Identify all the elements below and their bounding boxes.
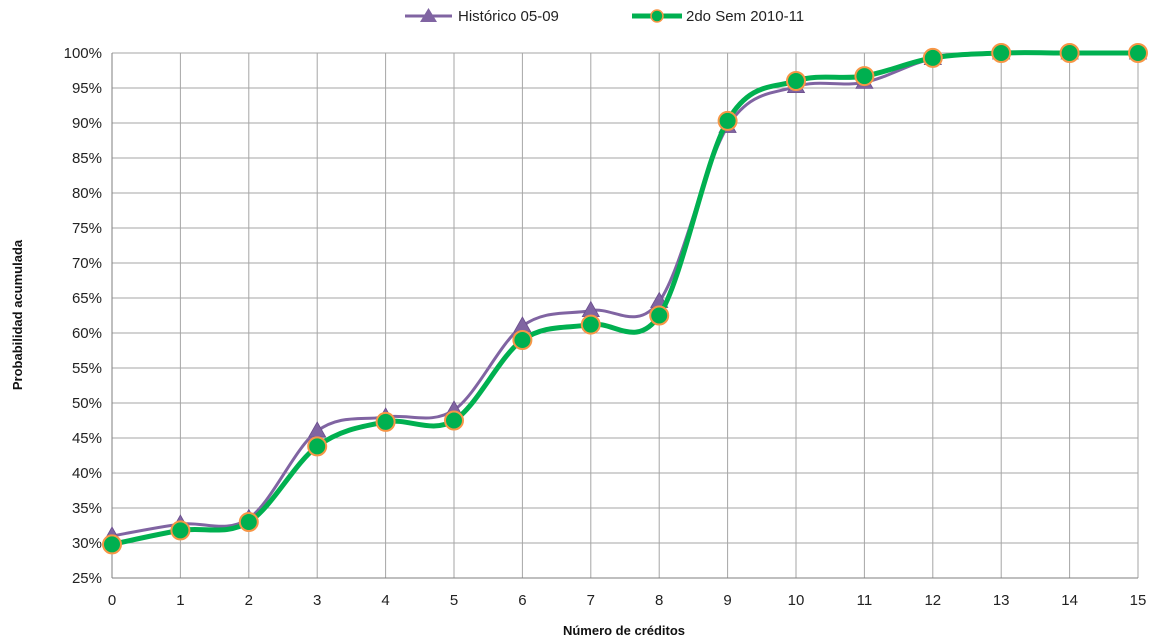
x-tick-label: 5 xyxy=(450,592,458,609)
data-point-circle xyxy=(854,66,875,87)
data-point-circle xyxy=(991,43,1012,63)
data-point-circle xyxy=(170,520,191,541)
x-tick-label: 10 xyxy=(788,592,805,609)
data-point-circle xyxy=(238,512,259,532)
data-point-circle xyxy=(307,436,328,457)
data-point-circle xyxy=(444,410,464,431)
legend-label: Histórico 05-09 xyxy=(458,8,559,25)
legend-item-2do-sem: 2do Sem 2010-11 xyxy=(632,8,804,25)
series-1 xyxy=(102,43,1148,555)
x-tick-label: 0 xyxy=(108,592,116,609)
data-point-circle xyxy=(102,534,122,555)
y-tick-label: 90% xyxy=(72,115,102,132)
y-tick-label: 30% xyxy=(72,535,102,552)
x-tick-label: 12 xyxy=(924,592,941,609)
x-tick-label: 4 xyxy=(381,592,389,609)
data-point-circle xyxy=(375,411,396,432)
x-tick-label: 3 xyxy=(313,592,321,609)
y-tick-label: 25% xyxy=(72,570,102,587)
x-tick-label: 8 xyxy=(655,592,663,609)
data-point-circle xyxy=(1128,43,1148,63)
legend-label: 2do Sem 2010-11 xyxy=(686,8,804,25)
x-tick-label: 14 xyxy=(1061,592,1078,609)
legend-item-historico: Histórico 05-09 xyxy=(405,8,559,25)
data-point-circle xyxy=(922,47,943,68)
series-line xyxy=(111,51,1138,538)
y-tick-label: 45% xyxy=(72,430,102,447)
x-tick-label: 11 xyxy=(857,592,873,609)
legend: Histórico 05-09 2do Sem 2010-11 xyxy=(405,8,804,25)
data-point-circle xyxy=(512,330,533,350)
series-layer xyxy=(102,43,1148,555)
x-axis-title: Número de créditos xyxy=(563,623,685,638)
y-axis-title: Probabilidad acumulada xyxy=(10,239,25,390)
data-point-circle xyxy=(717,110,738,131)
legend-circle-icon xyxy=(650,9,664,23)
y-tick-label: 80% xyxy=(72,185,102,202)
y-tick-label: 75% xyxy=(72,220,102,237)
x-tick-label: 13 xyxy=(993,592,1010,609)
data-point-circle xyxy=(649,305,670,326)
x-tick-label: 6 xyxy=(518,592,526,609)
y-tick-label: 65% xyxy=(72,290,102,307)
series-0 xyxy=(102,43,1148,543)
y-tick-label: 85% xyxy=(72,150,102,167)
x-tick-label: 7 xyxy=(587,592,595,609)
x-tick-label: 15 xyxy=(1130,592,1147,609)
data-point-circle xyxy=(786,71,806,91)
y-tick-label: 50% xyxy=(72,395,102,412)
axes: 25% 30% 35% 40% 45% 50% 55% 60% 65% 70% 75% 80% 85% 9… xyxy=(64,45,1147,609)
y-tick-label: 40% xyxy=(72,465,102,482)
y-tick-label: 95% xyxy=(72,80,102,97)
x-tick-label: 9 xyxy=(723,592,731,609)
y-tick-label: 55% xyxy=(72,360,102,377)
y-tick-label: 35% xyxy=(72,500,102,517)
legend-triangle-icon xyxy=(420,8,437,22)
y-tick-label: 60% xyxy=(72,325,102,342)
data-point-circle xyxy=(1059,43,1080,63)
x-tick-label: 2 xyxy=(245,592,253,609)
series-line xyxy=(111,50,1138,547)
data-point-triangle xyxy=(513,316,532,333)
y-tick-label: 100% xyxy=(64,45,102,62)
x-tick-label: 1 xyxy=(176,592,184,609)
data-point-triangle xyxy=(308,421,327,438)
y-tick-label: 70% xyxy=(72,255,102,272)
data-point-circle xyxy=(580,314,601,335)
